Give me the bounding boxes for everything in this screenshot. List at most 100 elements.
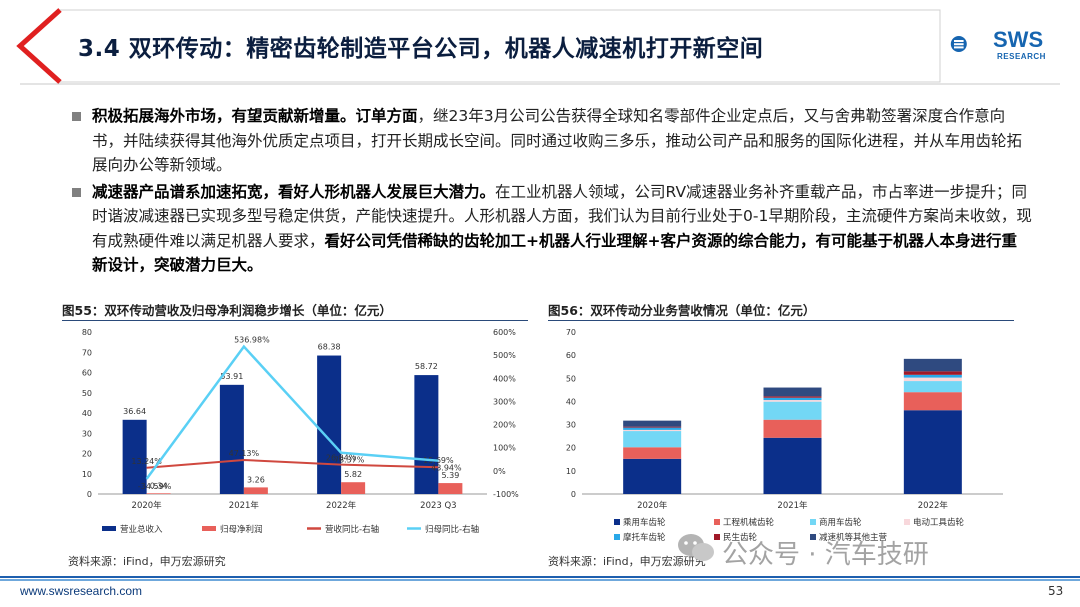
bar-revenue — [219, 384, 244, 494]
y-tick-label: 0 — [571, 490, 576, 499]
source-right: 资料来源：iFind，申万宏源研究 — [548, 555, 706, 568]
legend-label: 工程机械齿轮 — [723, 517, 775, 528]
y-tick-label: 50 — [566, 374, 576, 383]
y-tick-label: 80 — [82, 328, 92, 337]
bar-revenue — [317, 355, 342, 494]
line-data-label: 43.94% — [431, 464, 462, 473]
legend-swatch — [714, 519, 720, 525]
x-tick-label: 2021年 — [229, 500, 260, 511]
line-revenue-yoy — [146, 458, 439, 469]
legend-swatch — [202, 526, 216, 531]
y-tick-label: 70 — [566, 328, 576, 337]
data-label: 68.38 — [318, 343, 341, 352]
y2-tick-label: 600% — [493, 328, 516, 337]
stacked-bar-segment — [763, 419, 822, 438]
x-tick-label: 2023 Q3 — [420, 501, 456, 511]
legend-label: 营收同比-右轴 — [325, 524, 379, 535]
stacked-bar-segment — [903, 392, 962, 411]
x-tick-label: 2022年 — [918, 500, 949, 511]
header-red-stripe — [16, 8, 62, 84]
line-profit-yoy — [145, 344, 439, 480]
x-tick-label: 2022年 — [326, 500, 357, 511]
stacked-bar-segment — [903, 377, 962, 382]
page-title: 3.4 双环传动：精密齿轮制造平台公司，机器人减速机打开新空间 — [78, 36, 764, 62]
legend-swatch — [810, 534, 816, 540]
y2-tick-label: 300% — [493, 397, 516, 406]
data-label: 0.34 — [150, 481, 168, 490]
stacked-bar-segment — [763, 397, 822, 401]
x-tick-label: 2020年 — [132, 500, 163, 511]
data-label: 3.26 — [247, 475, 265, 484]
data-label: 36.64 — [123, 407, 146, 416]
stacked-bar-segment — [623, 431, 682, 448]
header-outline — [60, 9, 941, 83]
data-label: 5.39 — [441, 471, 459, 480]
line-data-label: -34.59% — [138, 482, 172, 491]
watermark-text: 公众号 · 汽车技研 — [722, 540, 929, 570]
header-band — [16, 8, 1060, 85]
page-number: 53 — [1048, 584, 1064, 598]
y2-tick-label: 0% — [493, 467, 506, 476]
bar-revenue — [414, 375, 439, 494]
legend-label: 营业总收入 — [120, 524, 163, 535]
x-tick-label: 2020年 — [637, 500, 668, 511]
bar-net-profit — [438, 483, 463, 494]
bullet-square-icon — [72, 112, 81, 121]
line-data-label: 47.13% — [229, 449, 260, 458]
footer-url[interactable]: www.swsresearch.com — [20, 584, 143, 598]
legend-label: 归母净利润 — [220, 524, 263, 535]
y-tick-label: 60 — [82, 369, 92, 378]
legend-swatch — [810, 519, 816, 525]
y-tick-label: 20 — [566, 444, 576, 453]
sws-logo-icon — [950, 36, 967, 52]
bullet-text: 在工业机器人领域，公司RV减速器业务补齐重载产品，市占率进一步提升；同时谐波减速… — [92, 182, 1032, 250]
stacked-bar-segment — [763, 400, 822, 402]
stacked-bar-segment — [763, 387, 822, 397]
stacked-bar-segment — [623, 427, 682, 430]
stacked-bar-segment — [623, 429, 682, 432]
bullet-item: 减速器产品谱系加速拓宽，看好人形机器人发展巨大潜力。在工业机器人领域，公司RV减… — [72, 180, 1032, 278]
y2-tick-label: 200% — [493, 421, 516, 430]
y-tick-label: 20 — [82, 450, 92, 459]
stacked-bar-segment — [903, 374, 962, 378]
data-label: 58.72 — [415, 362, 438, 371]
y2-tick-label: 500% — [493, 351, 516, 360]
bullet-item: 积极拓展海外市场，有望贡献新增量。订单方面，继23年3月公司公告获得全球知名零部… — [72, 104, 1032, 178]
legend-label: 商用车齿轮 — [819, 517, 862, 528]
legend-label: 归母同比-右轴 — [425, 524, 479, 535]
bullet-bold: 积极拓展海外市场，有望贡献新增量。订单方面 — [92, 107, 418, 125]
legend-swatch — [614, 534, 620, 540]
stacked-bar-segment — [623, 458, 682, 494]
logo-subtext: RESEARCH — [997, 52, 1046, 61]
source-left: 资料来源：iFind，申万宏源研究 — [68, 555, 226, 568]
wechat-icon — [678, 534, 714, 561]
legend-label: 摩托车齿轮 — [623, 532, 666, 543]
stacked-bar-segment — [763, 401, 822, 420]
stacked-bar-segment — [903, 381, 962, 393]
y-tick-label: 40 — [82, 409, 92, 418]
y2-tick-label: 400% — [493, 374, 516, 383]
bar-revenue — [122, 419, 147, 494]
bar-net-profit — [146, 493, 171, 494]
bar-net-profit — [243, 487, 268, 494]
legend-label: 民生齿轮 — [723, 532, 758, 543]
stacked-bar-segment — [903, 358, 962, 372]
line-data-label: 26.84% — [326, 454, 357, 463]
y-tick-label: 0 — [87, 490, 92, 499]
data-label: 53.91 — [220, 372, 243, 381]
chart-revenue-profit: 0 10 20 30 40 50 60 70 80 -100% 0% 100% 200% 300% 400%… — [82, 328, 519, 535]
stacked-bar-segment — [903, 410, 962, 494]
stacked-bar-segment — [623, 420, 682, 427]
legend-swatch — [614, 519, 620, 525]
legend-swatch — [102, 526, 116, 531]
line-data-label: 13.24% — [131, 457, 162, 466]
stacked-bar-segment — [763, 396, 822, 398]
y-tick-label: 70 — [82, 348, 92, 357]
figure56-rule — [548, 320, 1014, 321]
bullet-bold: 看好公司凭借稀缺的齿轮加工+机器人行业理解+客户资源的综合能力，有可能基于机器人… — [92, 231, 1017, 275]
legend-swatch — [714, 534, 720, 540]
bullet-square-icon — [72, 187, 81, 197]
bar-net-profit — [341, 482, 366, 494]
footer-line — [0, 576, 1080, 581]
y-tick-label: 60 — [566, 351, 576, 360]
